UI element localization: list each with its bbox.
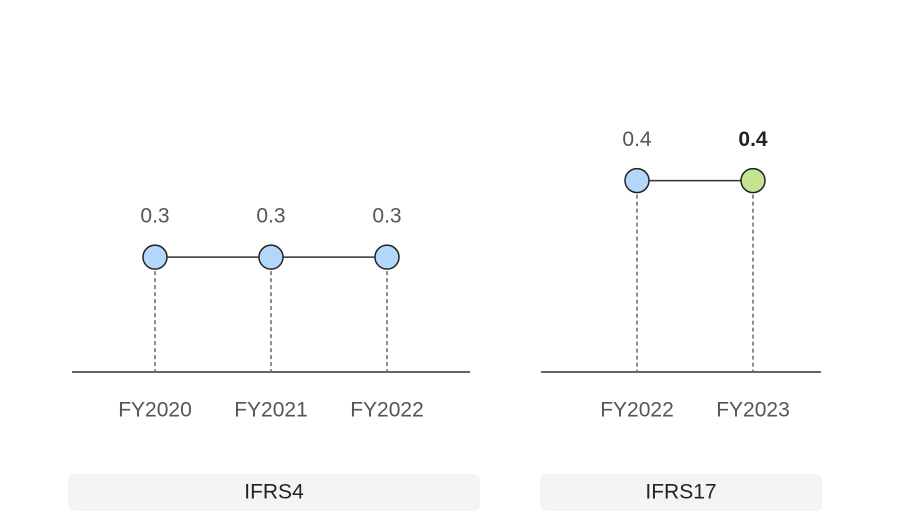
point — [740, 167, 766, 194]
point — [258, 244, 284, 270]
value-label: 0.3 — [256, 205, 285, 228]
value-label: 0.4 — [622, 128, 652, 151]
title-box — [68, 474, 480, 511]
x-tick-label: FY2021 — [234, 399, 308, 422]
x-tick-label: FY2023 — [716, 399, 790, 422]
value-label: 0.3 — [140, 205, 169, 228]
point — [624, 167, 650, 194]
point — [142, 244, 168, 270]
value-label: 0.4 — [738, 128, 768, 151]
x-tick-label: FY2020 — [118, 399, 192, 422]
x-tick-label: FY2022 — [600, 399, 674, 422]
value-label: 0.3 — [372, 205, 401, 228]
title-box — [540, 474, 822, 511]
point — [374, 244, 400, 270]
chart-title: IFRS4 — [244, 481, 304, 504]
x-tick-label: FY2022 — [350, 399, 424, 422]
chart-title: IFRS17 — [645, 481, 716, 504]
